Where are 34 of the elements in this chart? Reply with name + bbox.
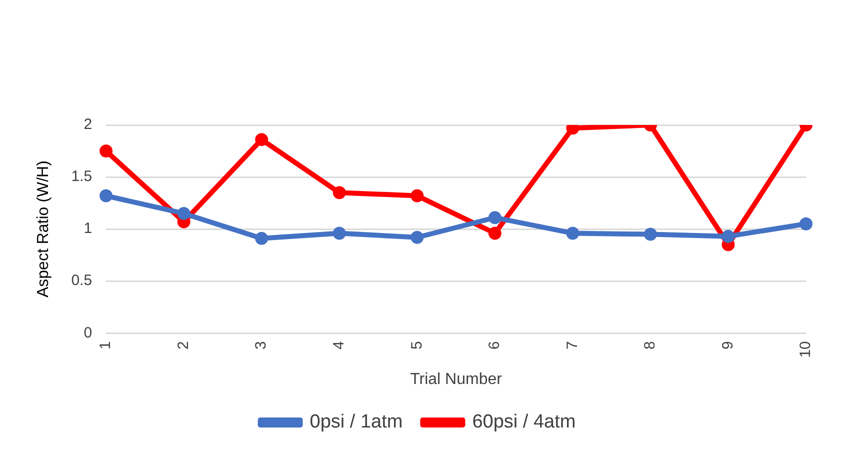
x-tick-label: 8 (642, 341, 659, 350)
y-axis-title: Aspect Ratio (W/H) (35, 160, 52, 298)
point (100, 144, 113, 158)
x-tick-label: 2 (174, 341, 192, 350)
x-tick-label: 3 (252, 341, 270, 350)
point (644, 228, 657, 241)
point (255, 232, 268, 245)
x-tick-label: 6 (486, 341, 504, 350)
x-tick-label: 5 (408, 341, 426, 350)
x-tick-label: 10 (797, 341, 814, 358)
point (255, 133, 268, 146)
legend-label: 60psi / 4atm (472, 412, 576, 433)
point (410, 189, 424, 202)
x-axis-title: Trial Number (410, 370, 503, 388)
y-tick-label: 1 (84, 220, 92, 238)
point (566, 226, 580, 240)
point (488, 211, 502, 224)
point (488, 226, 502, 240)
point (177, 206, 190, 220)
y-tick-label: 0 (84, 324, 92, 342)
y-tick-label: 2 (84, 116, 92, 134)
x-tick-label: 4 (330, 341, 348, 350)
x-tick-label: 1 (97, 341, 114, 350)
point (332, 186, 346, 200)
y-tick-label: 1.5 (71, 168, 92, 186)
point (100, 189, 113, 202)
legend-label: 0psi / 1atm (310, 412, 403, 433)
point (722, 230, 735, 243)
point (410, 230, 424, 244)
point (332, 226, 346, 240)
y-tick-label: 0.5 (71, 272, 92, 290)
x-tick-label: 9 (719, 341, 736, 350)
x-tick-label: 7 (564, 341, 581, 350)
point (800, 217, 812, 230)
